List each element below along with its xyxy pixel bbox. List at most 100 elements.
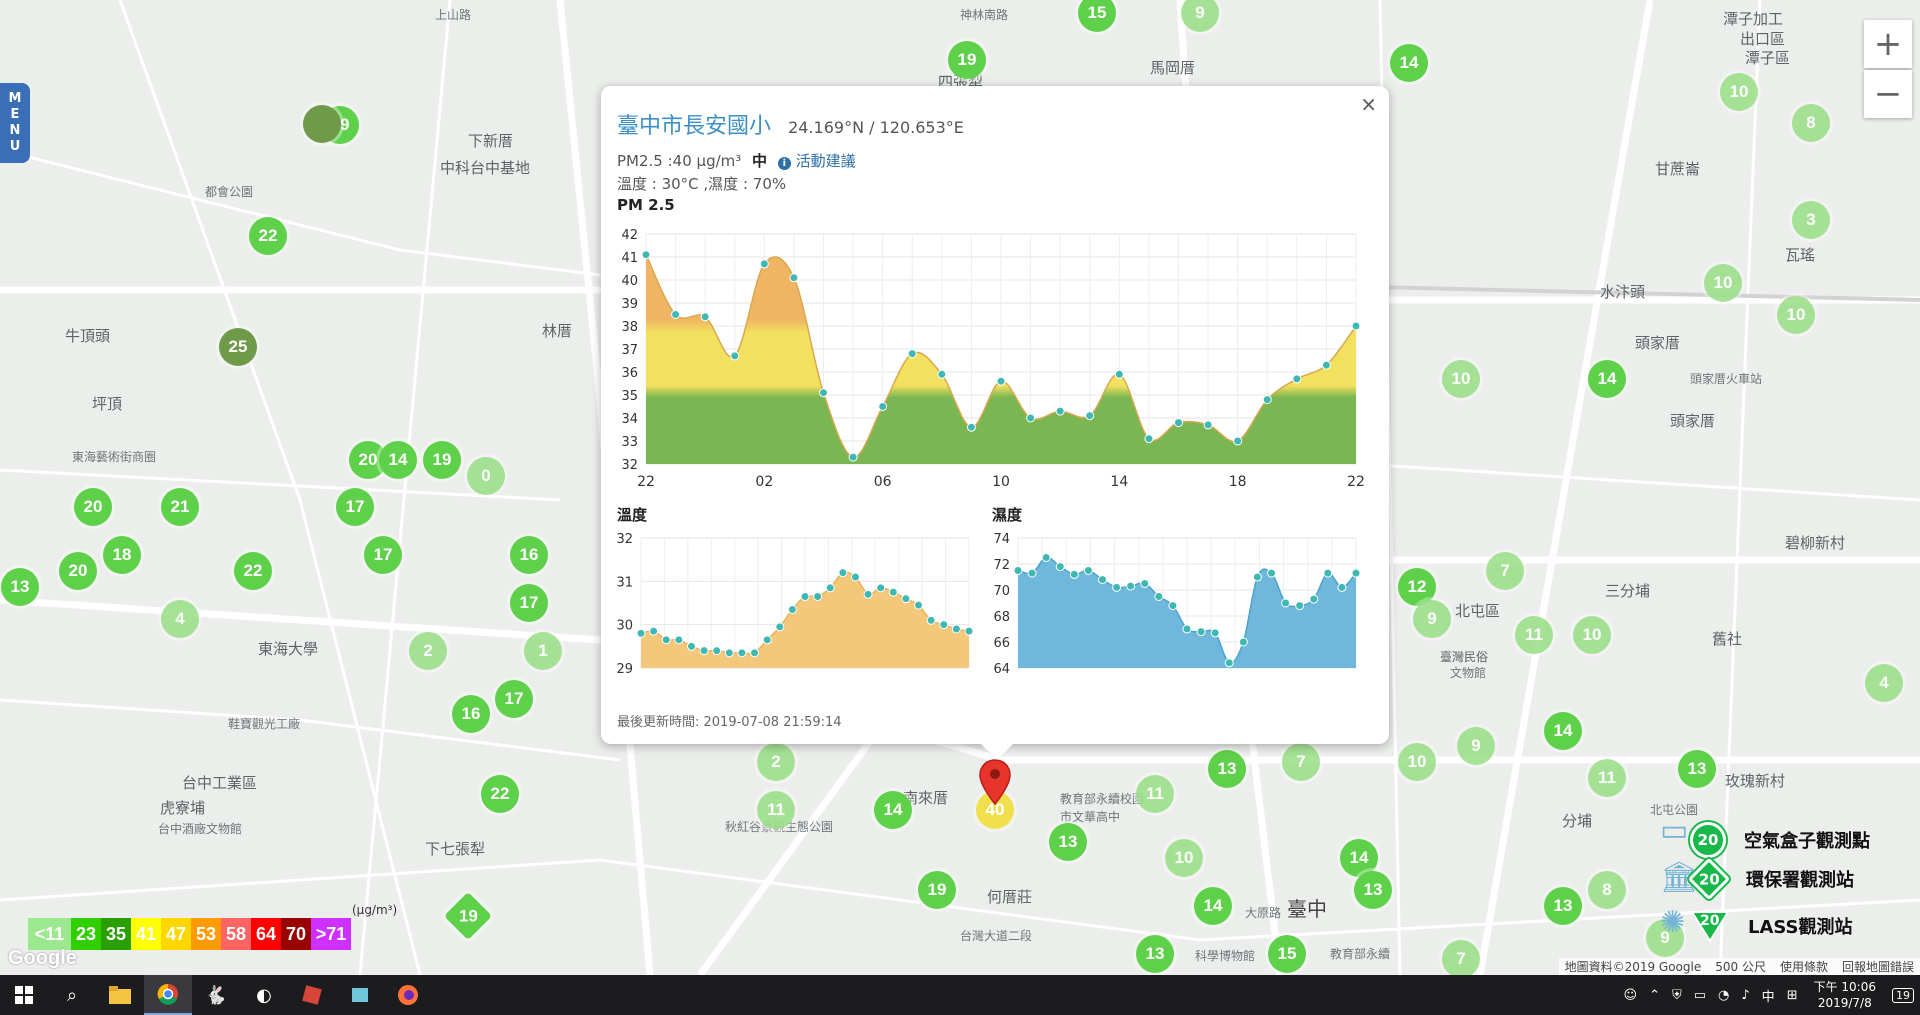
app-rabbit-icon[interactable]: 🐇: [204, 984, 228, 1006]
airbox-marker[interactable]: 10: [1442, 360, 1480, 398]
menu-tab[interactable]: M E N U: [0, 83, 30, 163]
airbox-marker[interactable]: 17: [336, 488, 374, 526]
airbox-marker[interactable]: 14: [1390, 44, 1428, 82]
clock[interactable]: 下午 10:06 2019/7/8: [1814, 979, 1876, 1011]
battery-icon[interactable]: ▭: [1693, 987, 1707, 1003]
airbox-marker[interactable]: 19: [423, 441, 461, 479]
airbox-marker[interactable]: 22: [481, 775, 519, 813]
notification-center-icon[interactable]: 19: [1892, 987, 1914, 1003]
file-explorer-icon[interactable]: [96, 975, 144, 1015]
airbox-marker[interactable]: 7: [1282, 743, 1320, 781]
x-tick-label: 14: [1110, 474, 1128, 490]
close-icon[interactable]: ×: [1360, 92, 1377, 116]
airbox-marker[interactable]: 19: [918, 871, 956, 909]
airbox-marker[interactable]: 3: [1792, 201, 1830, 239]
airbox-marker[interactable]: 13: [1208, 750, 1246, 788]
airbox-marker[interactable]: 16: [510, 536, 548, 574]
search-icon[interactable]: ⌕: [66, 984, 78, 1006]
network-icon[interactable]: ◔: [1718, 987, 1730, 1003]
airbox-marker[interactable]: 14: [1544, 712, 1582, 750]
airbox-marker[interactable]: 15: [1078, 0, 1116, 32]
activity-advice-link[interactable]: 活動建議: [795, 152, 856, 170]
data-point: [789, 273, 799, 283]
antivirus-icon[interactable]: ⛨: [1671, 987, 1682, 1003]
firefox-icon[interactable]: [384, 975, 432, 1015]
airbox-marker[interactable]: 20: [59, 552, 97, 590]
airbox-marker[interactable]: 14: [1340, 839, 1378, 877]
airbox-marker[interactable]: 10: [1573, 616, 1611, 654]
airbox-marker[interactable]: 20: [74, 488, 112, 526]
data-point: [863, 589, 873, 599]
airbox-marker[interactable]: 14: [1588, 360, 1626, 398]
airbox-marker[interactable]: 13: [1544, 887, 1582, 925]
airbox-marker[interactable]: 9: [1413, 600, 1451, 638]
y-tick-label: 74: [993, 532, 1010, 547]
airbox-marker[interactable]: 9: [1646, 919, 1684, 957]
airbox-marker[interactable]: 7: [1486, 552, 1524, 590]
data-point: [724, 648, 734, 658]
zoom-out-button[interactable]: −: [1864, 70, 1912, 118]
airbox-marker[interactable]: 4: [1865, 664, 1903, 702]
airbox-marker[interactable]: 10: [1398, 743, 1436, 781]
ime-mode-icon[interactable]: ⊞: [1786, 987, 1798, 1003]
airbox-marker[interactable]: 14: [874, 791, 912, 829]
airbox-marker[interactable]: 0: [467, 457, 505, 495]
airbox-marker[interactable]: 11: [757, 791, 795, 829]
airbox-marker[interactable]: 22: [234, 552, 272, 590]
airbox-marker[interactable]: 17: [495, 680, 533, 718]
airbox-marker[interactable]: 10: [1704, 264, 1742, 302]
airbox-marker[interactable]: 10: [1777, 296, 1815, 334]
airbox-marker[interactable]: 13: [1136, 935, 1174, 973]
chrome-icon[interactable]: [144, 975, 192, 1015]
app-brain-icon[interactable]: ◐: [256, 984, 272, 1006]
epa-label: 環保署觀測站: [1746, 870, 1854, 891]
info-icon[interactable]: i: [777, 157, 791, 170]
airbox-marker[interactable]: 21: [161, 488, 199, 526]
airbox-marker[interactable]: 14: [1194, 887, 1232, 925]
airbox-marker[interactable]: 8: [1588, 871, 1626, 909]
airbox-marker[interactable]: 11: [1588, 759, 1626, 797]
airbox-marker[interactable]: 18: [103, 536, 141, 574]
airbox-marker[interactable]: 13: [1678, 750, 1716, 788]
volume-icon[interactable]: ♪: [1741, 987, 1750, 1003]
report-error-link[interactable]: 回報地圖錯誤: [1841, 960, 1914, 974]
airbox-marker[interactable]: 7: [1442, 940, 1480, 975]
place-label: 臺灣民俗: [1440, 650, 1489, 664]
airbox-marker[interactable]: 10: [1165, 839, 1203, 877]
airbox-marker[interactable]: 25: [219, 328, 257, 366]
windows-start-icon[interactable]: [0, 975, 48, 1015]
airbox-marker[interactable]: 2: [409, 632, 447, 670]
airbox-marker[interactable]: 9: [1181, 0, 1219, 32]
airbox-marker[interactable]: 19: [948, 41, 986, 79]
airbox-marker[interactable]: 2: [757, 743, 795, 781]
airbox-marker[interactable]: 13: [1, 568, 39, 606]
airbox-marker[interactable]: 13: [1049, 823, 1087, 861]
airbox-marker[interactable]: 4: [161, 600, 199, 638]
last-updated: 最後更新時間: 2019-07-08 21:59:14: [617, 715, 842, 730]
terms-link[interactable]: 使用條款: [1779, 960, 1828, 974]
airbox-marker[interactable]: 17: [510, 584, 548, 622]
airbox-marker[interactable]: 10: [1720, 73, 1758, 111]
airbox-marker[interactable]: 9: [1457, 727, 1495, 765]
airbox-marker[interactable]: 13: [1354, 871, 1392, 909]
airbox-marker[interactable]: 22: [249, 217, 287, 255]
tray-chevron-icon[interactable]: ⌃: [1649, 987, 1660, 1003]
airbox-marker[interactable]: 12: [1398, 568, 1436, 606]
airbox-marker[interactable]: [303, 105, 341, 143]
airbox-marker[interactable]: 17: [364, 536, 402, 574]
airbox-marker[interactable]: 14: [379, 441, 417, 479]
people-icon[interactable]: ☺: [1623, 987, 1638, 1003]
airbox-marker[interactable]: 8: [1792, 104, 1830, 142]
airbox-marker[interactable]: 1: [524, 632, 562, 670]
airbox-marker[interactable]: 11: [1515, 616, 1553, 654]
zoom-in-button[interactable]: +: [1864, 20, 1912, 68]
airbox-marker[interactable]: 40: [976, 791, 1014, 829]
data-point: [1281, 598, 1291, 608]
airbox-marker[interactable]: 15: [1268, 935, 1306, 973]
app-notes-icon[interactable]: [336, 975, 384, 1015]
ime-indicator[interactable]: 中: [1761, 989, 1775, 1005]
airbox-marker[interactable]: 16: [452, 695, 490, 733]
app-sketchup-icon[interactable]: [288, 975, 336, 1015]
location-pin-icon[interactable]: [978, 758, 1012, 808]
airbox-marker[interactable]: 11: [1136, 775, 1174, 813]
